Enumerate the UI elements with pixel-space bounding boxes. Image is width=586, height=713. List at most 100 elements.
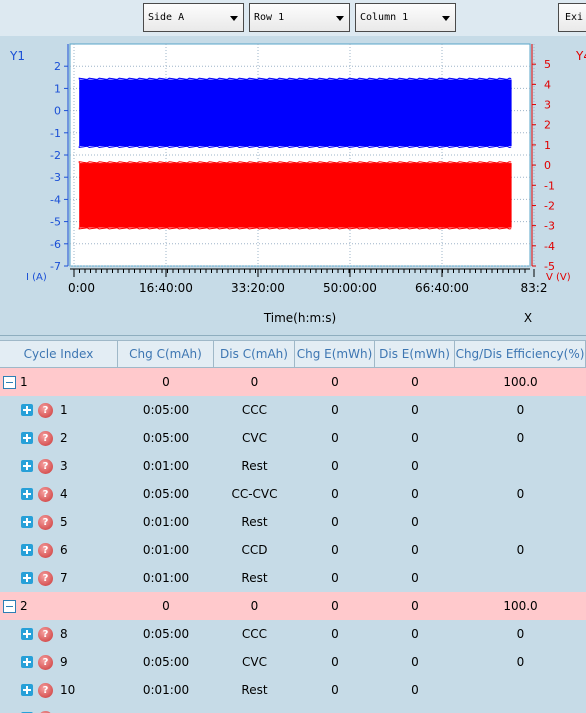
- table-cell: 0:01:00: [142, 459, 190, 473]
- table-cell: 0: [331, 627, 339, 641]
- table-header: Cycle Index Chg C(mAh) Dis C(mAh) Chg E(…: [0, 340, 586, 368]
- expand-icon[interactable]: [21, 656, 33, 668]
- table-cell: 0:01:00: [142, 571, 190, 585]
- table-cell: 0: [331, 655, 339, 669]
- expand-icon[interactable]: [21, 404, 33, 416]
- side-dropdown[interactable]: Side A: [143, 3, 244, 32]
- left-tick-label: 1: [54, 82, 61, 95]
- expand-icon[interactable]: [21, 516, 33, 528]
- table-cell: Rest: [241, 515, 268, 529]
- table-cell: CVC: [242, 431, 267, 445]
- table-cell: [455, 452, 586, 480]
- expand-icon[interactable]: [21, 544, 33, 556]
- step-row[interactable]: ? 10 0:01:00 Rest 0 0: [0, 676, 586, 704]
- toolbar: Side A Row 1 Column 1 Exi: [0, 0, 586, 36]
- x-axis-label: Time(h:m:s): [263, 311, 336, 325]
- step-index: 9: [60, 655, 68, 669]
- step-index: 5: [60, 515, 68, 529]
- row-dropdown[interactable]: Row 1: [249, 3, 350, 32]
- cycle-row[interactable]: 1 0 0 0 0 100.0: [0, 368, 586, 396]
- col-chg-c[interactable]: Chg C(mAh): [118, 341, 214, 368]
- left-tick-label: -4: [50, 193, 61, 206]
- right-tick-label: -1: [544, 179, 555, 192]
- right-tick-label: 0: [544, 159, 551, 172]
- table-cell: 0: [411, 403, 419, 417]
- left-tick-label: -7: [50, 260, 61, 273]
- table-cell: 0: [411, 487, 419, 501]
- table-cell: 0:01:00: [142, 683, 190, 697]
- step-index: 3: [60, 459, 68, 473]
- col-efficiency[interactable]: Chg/Dis Efficiency(%): [455, 341, 586, 368]
- expand-icon[interactable]: [21, 572, 33, 584]
- step-row[interactable]: ? 9 0:05:00 CVC 0 0 0: [0, 648, 586, 676]
- right-tick-label: -5: [544, 260, 555, 273]
- table-cell: CVC: [242, 655, 267, 669]
- collapse-icon[interactable]: [3, 376, 16, 389]
- left-tick-label: 2: [54, 60, 61, 73]
- step-row[interactable]: ? 1 0:05:00 CCC 0 0 0: [0, 396, 586, 424]
- table-cell: 0: [516, 431, 525, 445]
- step-row[interactable]: ? 5 0:01:00 Rest 0 0: [0, 508, 586, 536]
- table-cell: 0:05:00: [118, 704, 214, 713]
- col-dis-e[interactable]: Dis E(mWh): [375, 341, 455, 368]
- question-icon: ?: [38, 403, 53, 418]
- right-tick-label: -3: [544, 220, 555, 233]
- column-dropdown-value: Column 1: [360, 12, 409, 23]
- cycle-row[interactable]: 2 0 0 0 0 100.0: [0, 592, 586, 620]
- exit-button[interactable]: Exi: [558, 3, 586, 32]
- table-cell: 0: [516, 627, 525, 641]
- table-cell: 0:05:00: [142, 403, 190, 417]
- series-layer: [78, 77, 512, 230]
- step-row[interactable]: ? 4 0:05:00 CC-CVC 0 0 0: [0, 480, 586, 508]
- step-index: 4: [60, 487, 68, 501]
- table-cell: 0:01:00: [142, 543, 190, 557]
- table-cell: 0: [331, 543, 339, 557]
- chevron-down-icon: [336, 16, 344, 21]
- expand-icon[interactable]: [21, 432, 33, 444]
- question-icon: ?: [38, 655, 53, 670]
- axes-layer: 2 1 0 -1 -2 -3 -4 -5 -6 -7 5 4 3 2 1 0 -1 -2 -3 -4 -5 0:00 16:…: [50, 44, 555, 295]
- table-cell: 0: [455, 704, 586, 713]
- table-cell: 0: [331, 683, 339, 697]
- table-cell: 0: [516, 487, 525, 501]
- step-index: 11: [60, 704, 90, 713]
- expand-icon[interactable]: [21, 460, 33, 472]
- question-icon: ?: [38, 487, 53, 502]
- expand-icon[interactable]: [21, 488, 33, 500]
- table-cell: CCC: [241, 627, 268, 641]
- table-cell: 0: [411, 627, 419, 641]
- step-index: 2: [60, 431, 68, 445]
- step-row[interactable]: ? 3 0:01:00 Rest 0 0: [0, 452, 586, 480]
- table-cell: 0: [411, 515, 419, 529]
- table-cell: Rest: [241, 571, 268, 585]
- column-dropdown[interactable]: Column 1: [355, 3, 456, 32]
- step-row[interactable]: ? 8 0:05:00 CCC 0 0 0: [0, 620, 586, 648]
- exit-button-label: Exi: [565, 12, 584, 23]
- step-row[interactable]: ? 2 0:05:00 CVC 0 0 0: [0, 424, 586, 452]
- series-band: [79, 163, 512, 228]
- series-edge: [78, 227, 512, 230]
- table-cell: 0: [516, 403, 525, 417]
- collapse-icon[interactable]: [3, 600, 16, 613]
- x-tick-label: 16:40:00: [139, 281, 193, 295]
- col-chg-e[interactable]: Chg E(mWh): [295, 341, 375, 368]
- series-edge: [78, 77, 512, 80]
- expand-icon[interactable]: [21, 628, 33, 640]
- table-cell: 0:05:00: [142, 431, 190, 445]
- table-cell: 0:05:00: [142, 655, 190, 669]
- col-dis-c[interactable]: Dis C(mAh): [214, 341, 295, 368]
- x-axis-name: X: [524, 311, 532, 325]
- left-tick-label: -1: [50, 127, 61, 140]
- table-cell: 0: [331, 515, 339, 529]
- question-icon: ?: [38, 627, 53, 642]
- col-cycle-index[interactable]: Cycle Index: [0, 341, 118, 368]
- step-row[interactable]: ? 7 0:01:00 Rest 0 0: [0, 564, 586, 592]
- chart: 2 1 0 -1 -2 -3 -4 -5 -6 -7 5 4 3 2 1 0 -1 -2 -3 -4 -5 0:00 16:…: [9, 43, 586, 325]
- table-cell: 0:05:00: [142, 487, 190, 501]
- table-cell: [455, 564, 586, 592]
- right-tick-label: -4: [544, 240, 555, 253]
- step-row[interactable]: ? 6 0:01:00 CCD 0 0 0: [0, 536, 586, 564]
- expand-icon[interactable]: [21, 684, 33, 696]
- table-cell: [455, 508, 586, 536]
